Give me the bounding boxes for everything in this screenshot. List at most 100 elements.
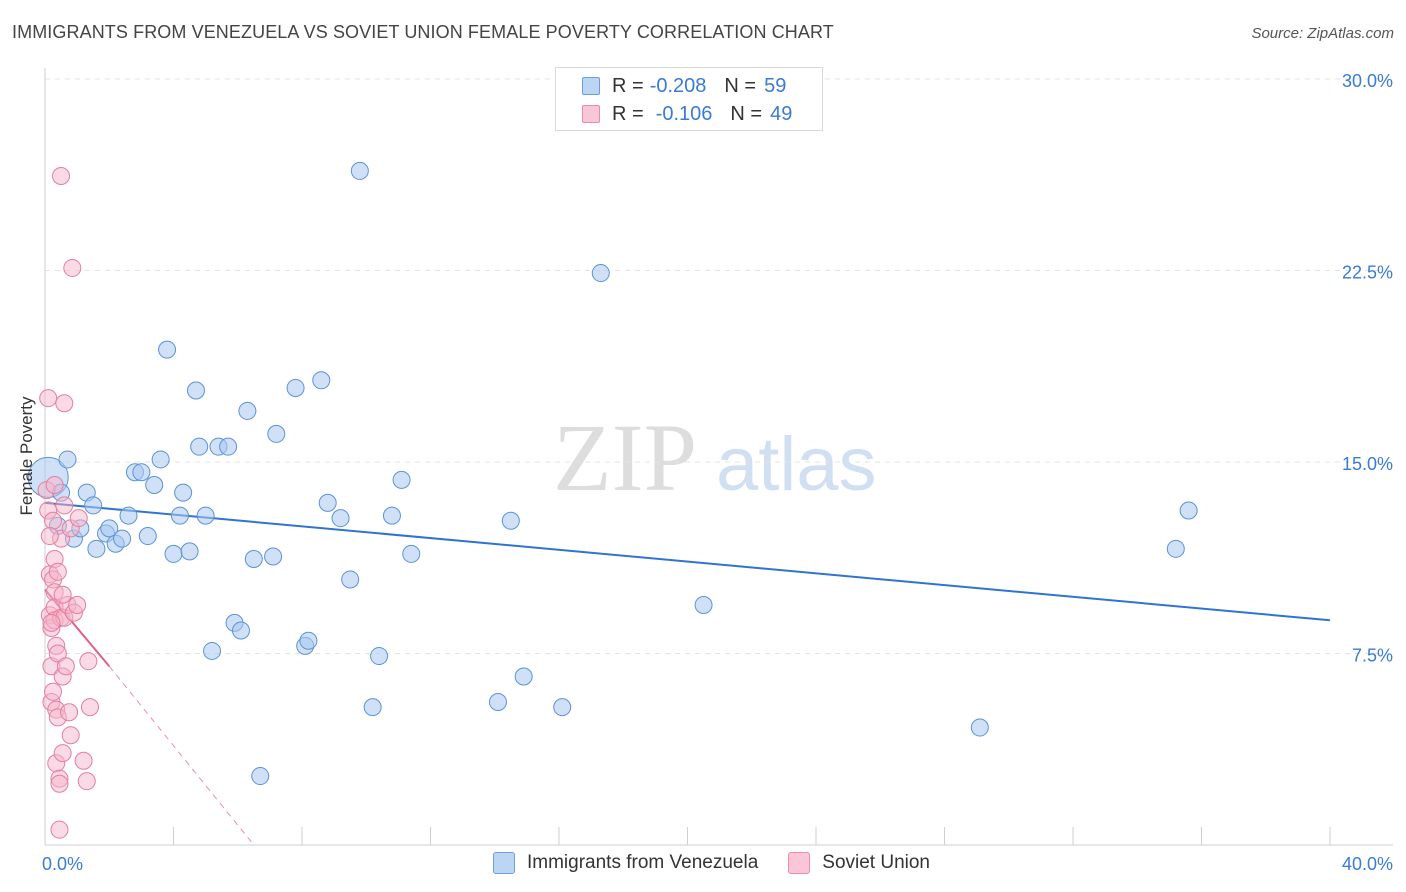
point-venezuela bbox=[402, 544, 421, 563]
point-venezuela bbox=[251, 767, 270, 786]
y-tick-label: 22.5% bbox=[1342, 263, 1393, 283]
point-venezuela bbox=[392, 470, 411, 489]
point-soviet bbox=[55, 394, 74, 413]
legend-item-soviet[interactable]: Soviet Union bbox=[788, 852, 930, 874]
point-soviet bbox=[52, 167, 71, 186]
legend-label-venezuela: Immigrants from Venezuela bbox=[527, 852, 759, 873]
legend-r-value: -0.208 bbox=[649, 74, 707, 97]
point-soviet bbox=[53, 744, 72, 763]
y-tick-label: 7.5% bbox=[1352, 646, 1393, 666]
point-soviet bbox=[60, 703, 79, 722]
chart-title: IMMIGRANTS FROM VENEZUELA VS SOVIET UNIO… bbox=[12, 22, 834, 42]
point-soviet bbox=[68, 595, 87, 614]
data-points bbox=[27, 161, 1198, 839]
point-venezuela bbox=[1179, 501, 1198, 520]
point-venezuela bbox=[267, 424, 286, 443]
point-venezuela bbox=[264, 547, 283, 566]
watermark-zip: ZIP bbox=[553, 404, 697, 511]
point-soviet bbox=[45, 475, 64, 494]
trend-line-venezuela bbox=[44, 501, 1331, 622]
trend-line-soviet-extension bbox=[108, 665, 255, 846]
point-venezuela bbox=[312, 371, 331, 390]
point-soviet bbox=[44, 511, 63, 530]
point-venezuela bbox=[119, 506, 138, 525]
point-soviet bbox=[74, 751, 93, 770]
legend-item-venezuela[interactable]: Immigrants from Venezuela bbox=[493, 852, 758, 874]
point-venezuela bbox=[341, 570, 360, 589]
legend-label-soviet: Soviet Union bbox=[822, 852, 930, 873]
point-soviet bbox=[50, 820, 69, 839]
point-venezuela bbox=[138, 527, 157, 546]
legend-row-venezuela: R = -0.208 N = 59 bbox=[582, 72, 786, 100]
legend-swatch-pink bbox=[788, 852, 811, 874]
point-venezuela bbox=[970, 718, 989, 737]
point-soviet bbox=[42, 613, 61, 632]
point-venezuela bbox=[331, 509, 350, 528]
legend-swatch-blue bbox=[582, 77, 600, 95]
tick-labels: 7.5% 15.0% 22.5% 30.0% 0.0% 40.0% bbox=[42, 71, 1393, 874]
point-venezuela bbox=[318, 493, 337, 512]
point-venezuela bbox=[370, 647, 389, 666]
point-venezuela bbox=[350, 161, 369, 180]
legend-n-value: 49 bbox=[770, 102, 793, 125]
point-venezuela bbox=[180, 542, 199, 561]
point-venezuela bbox=[132, 463, 151, 482]
point-soviet bbox=[63, 258, 82, 277]
point-soviet bbox=[50, 774, 69, 793]
source-label: Source: ZipAtlas.com bbox=[1251, 25, 1394, 42]
point-venezuela bbox=[87, 539, 106, 558]
point-venezuela bbox=[84, 496, 103, 515]
legend-n-label: N = bbox=[724, 74, 757, 97]
point-soviet bbox=[55, 496, 74, 515]
point-soviet bbox=[48, 562, 67, 581]
point-venezuela bbox=[164, 544, 183, 563]
point-soviet bbox=[56, 657, 75, 676]
point-venezuela bbox=[286, 378, 305, 397]
watermark: ZIP atlas bbox=[553, 404, 877, 511]
point-venezuela bbox=[244, 550, 263, 569]
point-venezuela bbox=[488, 693, 507, 712]
series-legend: Immigrants from Venezuela Soviet Union bbox=[493, 852, 960, 874]
grid-lines bbox=[45, 78, 1393, 654]
point-venezuela bbox=[203, 641, 222, 660]
point-venezuela bbox=[196, 506, 215, 525]
point-soviet bbox=[53, 585, 72, 604]
legend-r-value: -0.106 bbox=[655, 102, 713, 125]
stats-legend: R = -0.208 N = 59 R = -0.106 N = 49 bbox=[555, 67, 823, 131]
point-soviet bbox=[39, 389, 58, 408]
x-tick-label: 40.0% bbox=[1342, 854, 1393, 874]
point-venezuela bbox=[151, 450, 170, 469]
point-soviet bbox=[48, 644, 67, 663]
point-venezuela bbox=[186, 381, 205, 400]
point-venezuela bbox=[238, 401, 257, 420]
point-venezuela bbox=[591, 264, 610, 283]
point-venezuela bbox=[694, 595, 713, 614]
point-venezuela bbox=[145, 475, 164, 494]
y-tick-label: 30.0% bbox=[1342, 71, 1393, 91]
watermark-atlas: atlas bbox=[716, 422, 877, 507]
point-venezuela bbox=[58, 450, 77, 469]
legend-row-soviet: R = -0.106 N = 49 bbox=[582, 100, 792, 128]
legend-swatch-pink bbox=[582, 105, 600, 123]
point-venezuela bbox=[553, 698, 572, 717]
legend-n-value: 59 bbox=[764, 74, 787, 97]
point-venezuela bbox=[501, 511, 520, 530]
legend-r-label: R = bbox=[612, 74, 644, 97]
trend-lines bbox=[44, 501, 1331, 846]
point-venezuela bbox=[231, 621, 250, 640]
legend-swatch-blue bbox=[493, 852, 515, 874]
point-venezuela bbox=[100, 519, 119, 538]
axes bbox=[44, 68, 1393, 846]
point-venezuela bbox=[514, 667, 533, 686]
point-soviet bbox=[69, 509, 88, 528]
point-soviet bbox=[40, 527, 59, 546]
legend-n-label: N = bbox=[730, 102, 763, 125]
y-tick-label: 15.0% bbox=[1342, 454, 1393, 474]
point-venezuela bbox=[219, 437, 238, 456]
point-venezuela bbox=[158, 340, 177, 359]
point-venezuela bbox=[382, 506, 401, 525]
point-soviet bbox=[44, 682, 63, 701]
point-soviet bbox=[77, 772, 96, 791]
point-venezuela bbox=[299, 631, 318, 650]
